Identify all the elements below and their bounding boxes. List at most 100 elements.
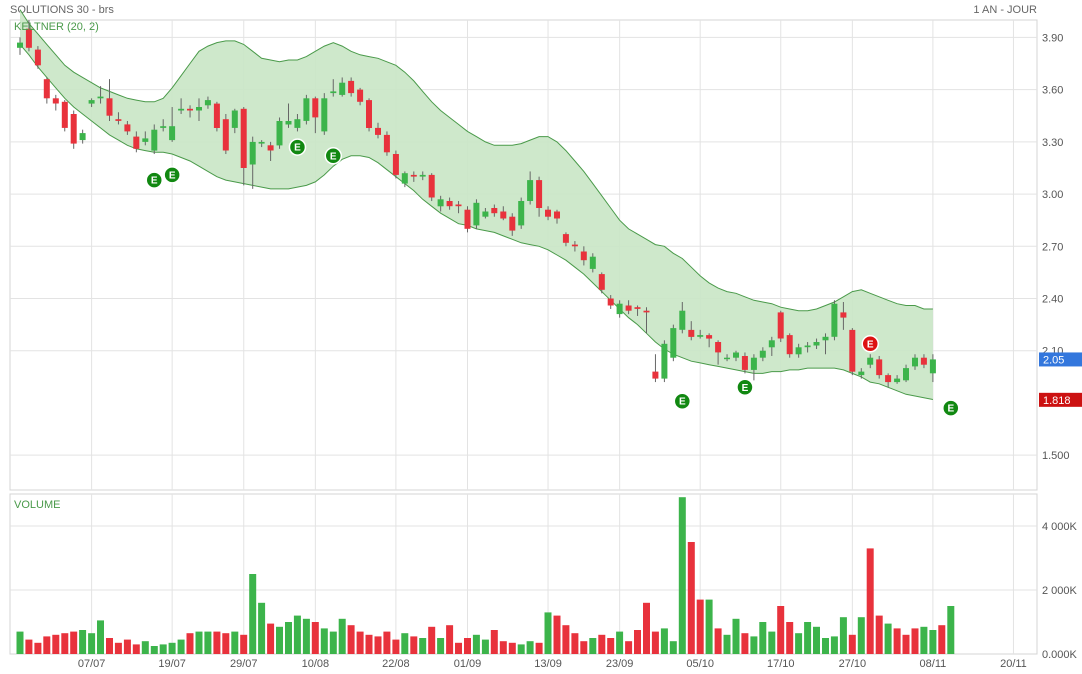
event-marker-label: E [169,170,176,181]
candle-body [867,357,874,365]
event-marker[interactable] [942,399,960,417]
price-y-tick-label: 2.70 [1042,241,1063,253]
volume-bar [678,497,686,654]
volume-bar [150,646,158,654]
volume-bar [258,602,266,654]
candle-body [231,110,238,128]
candle-body [545,209,551,217]
event-marker[interactable] [324,147,342,165]
volume-bar [106,638,113,654]
price-tags: 2.05 1.818 [1039,352,1082,407]
candle-body [706,335,713,339]
volume-bar [508,642,516,654]
candle-body [375,127,381,135]
volume-bar [401,633,409,654]
volume-bar [839,617,847,654]
candle-body [339,82,346,95]
candle-body [580,251,587,261]
candle-body [258,141,265,144]
volume-bar [79,630,87,654]
candle-body [831,303,838,337]
volume-bar [562,625,570,654]
candle-body [285,121,292,125]
candle-body [276,121,283,146]
x-tick-label: 19/07 [158,658,186,670]
candle-body [366,100,372,128]
event-marker[interactable] [288,138,307,156]
event-marker[interactable] [736,378,754,397]
volume-bar [365,634,373,654]
volume-bar [777,606,785,654]
volume-panel [9,493,1038,655]
candle-body [88,100,95,104]
price-y-tick-label: 3.60 [1042,85,1063,97]
volume-bar [830,636,838,654]
candle-body [822,336,829,341]
candle-body [858,371,865,376]
candle-body [849,329,856,372]
candle-body [383,134,390,153]
volume-bar [813,626,820,654]
candle-body [598,274,605,290]
candle-body [428,174,435,198]
candle-body [768,340,775,348]
volume-y-tick-label: 4 000K [1042,521,1078,533]
candle-body [79,133,86,141]
candle-body [625,305,632,311]
volume-bar [25,639,33,654]
volume-bar [929,630,937,654]
candle-body [482,211,489,217]
candle-body [151,129,158,151]
last-price-tag [1039,352,1082,367]
candlestick-series [17,20,936,388]
candle-body [464,209,471,229]
x-tick-label: 08/11 [920,658,947,670]
event-marker[interactable] [673,392,692,410]
volume-bar [16,631,24,654]
candle-body [115,119,122,121]
indicator-label: KELTNER (20, 2) [14,21,99,33]
x-tick-label: 27/10 [839,658,867,670]
price-panel [9,19,1038,491]
volume-bar [267,623,275,654]
volume-bar [875,615,883,654]
candle-body [419,174,426,177]
event-marker[interactable] [861,335,879,353]
volume-bar [660,628,668,654]
keltner-lower-line [19,44,933,400]
event-marker[interactable] [163,166,181,184]
volume-bar [455,642,462,654]
volume-bar [643,602,650,654]
volume-bar [114,642,122,654]
volume-bar [499,641,507,654]
candle-body [571,244,578,247]
candle-body [187,108,193,111]
candle-body [920,357,927,365]
candle-body [97,96,104,99]
candle-body [894,378,901,383]
candle-body [643,310,650,313]
candle-body [204,100,211,106]
volume-bar [52,634,60,654]
candle-body [34,49,41,66]
event-marker[interactable] [145,171,163,189]
volume-bar [70,631,78,654]
candle-body [43,79,50,99]
volume-bar [141,641,149,654]
candle-body [491,208,498,214]
volume-y-tick-label: 2 000K [1042,585,1078,597]
candle-body [357,89,364,102]
candle-body [455,204,462,207]
volume-bar [598,634,606,654]
volume-bar [419,638,427,654]
candle-body [133,136,140,149]
volume-bar [741,633,749,654]
candle-body [804,345,811,348]
volume-bars [16,497,955,654]
volume-bar [88,633,96,654]
volume-bar [490,630,498,654]
candle-body [741,356,748,370]
volume-bar [795,633,803,654]
volume-bar [750,636,758,654]
